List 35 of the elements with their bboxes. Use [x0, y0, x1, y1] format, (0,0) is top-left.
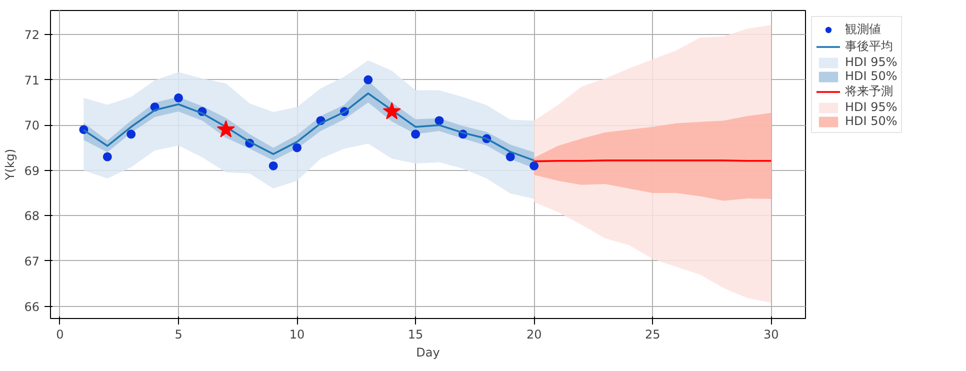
- legend-label: 将来予測: [845, 83, 893, 100]
- y-tick-label: 67: [24, 254, 40, 268]
- x-tick-label: 10: [289, 328, 305, 342]
- y-tick-label: 66: [24, 300, 40, 314]
- legend-label: HDI 95%: [845, 55, 898, 69]
- y-tick-label: 69: [24, 164, 40, 178]
- y-tick-label: 70: [24, 118, 40, 133]
- point: [434, 116, 444, 126]
- x-tick-label: 5: [174, 328, 182, 342]
- point: [506, 152, 515, 162]
- y-tick-label: 72: [24, 28, 40, 42]
- point: [102, 152, 112, 162]
- legend-label: 観測値: [845, 21, 881, 38]
- point: [382, 102, 401, 120]
- point: [530, 161, 539, 170]
- point: [292, 143, 302, 152]
- x-tick-label: 0: [56, 328, 64, 342]
- x-tick-label: 30: [763, 328, 779, 342]
- legend-label: HDI 95%: [845, 100, 898, 114]
- legend-label: HDI 50%: [845, 114, 898, 128]
- x-tick-label: 15: [408, 328, 424, 342]
- y-tick-label: 68: [24, 209, 40, 224]
- legend-label: HDI 50%: [845, 69, 898, 83]
- point: [216, 120, 235, 138]
- x-tick-label: 25: [644, 328, 660, 342]
- y-tick-label: 71: [24, 73, 40, 88]
- y-axis-title: Y(kg): [3, 148, 18, 182]
- point: [364, 75, 373, 84]
- point: [268, 161, 278, 170]
- point: [174, 93, 184, 102]
- point: [411, 130, 420, 139]
- x-axis-title: Day: [416, 346, 440, 360]
- x-tick-label: 20: [526, 328, 542, 342]
- legend-label: 事後平均: [845, 38, 893, 55]
- point: [126, 130, 136, 139]
